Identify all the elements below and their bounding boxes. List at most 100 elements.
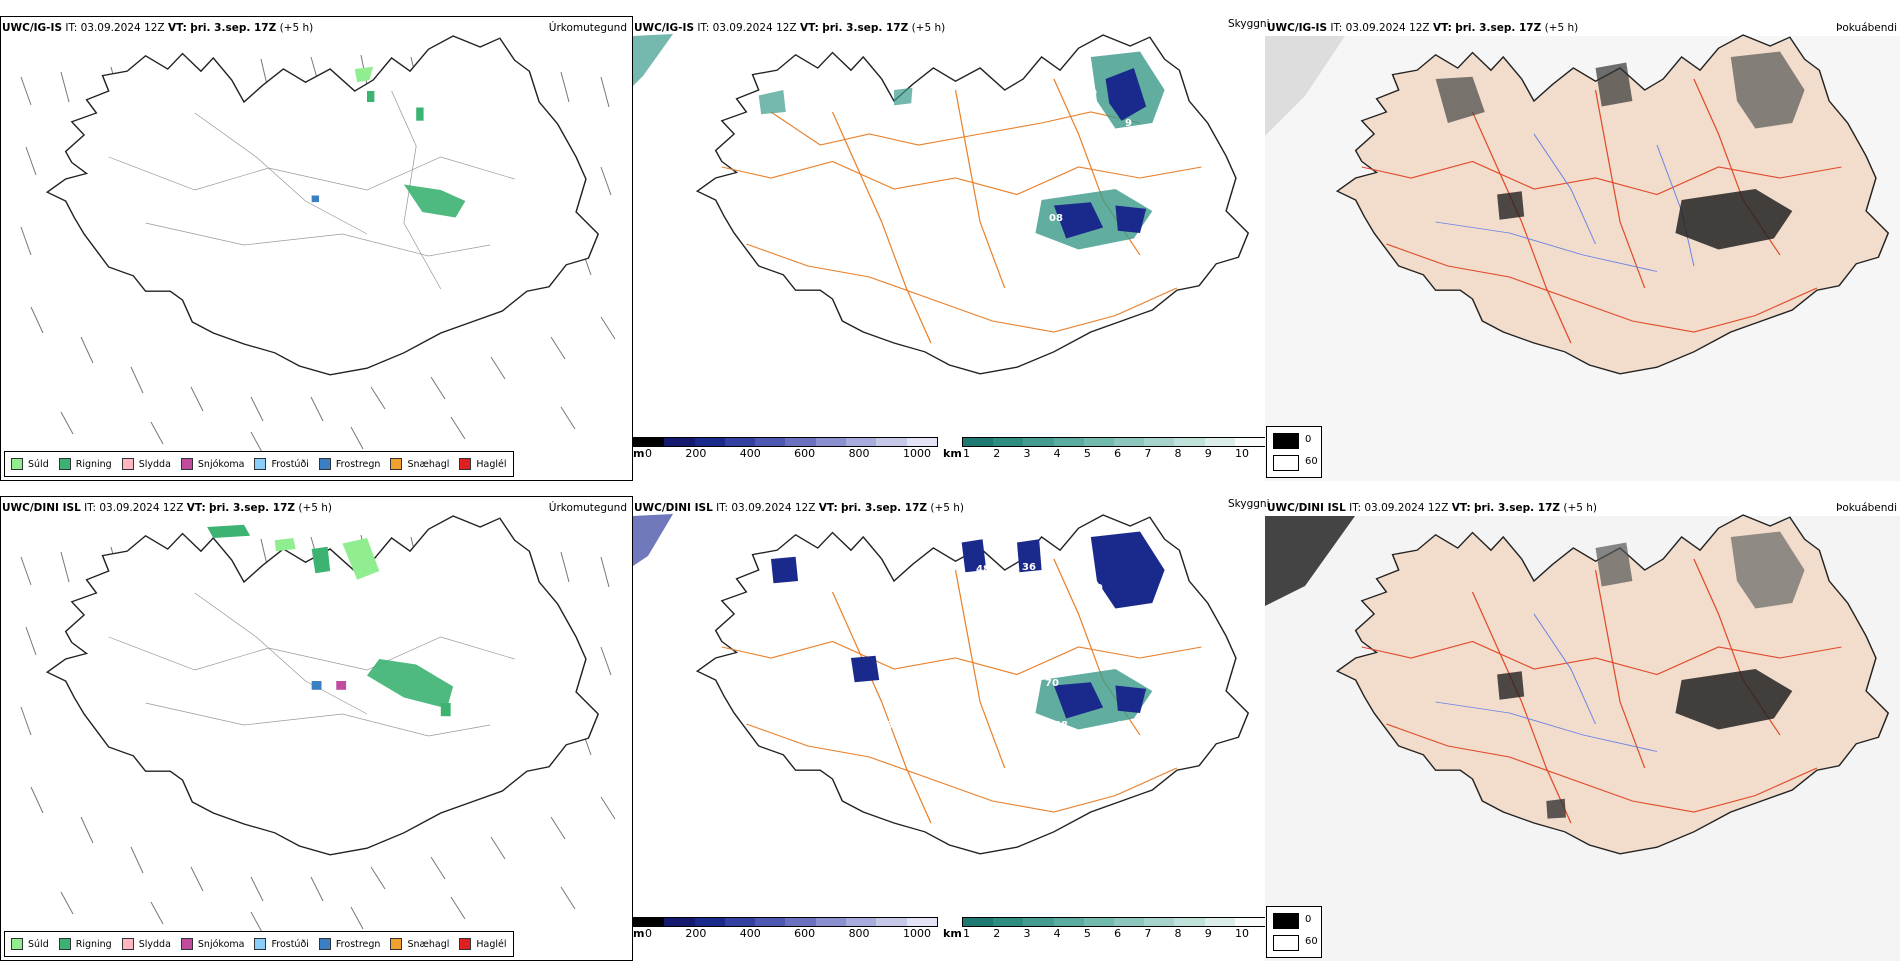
vt-value: þri. 3.sep. 17Z: [209, 502, 295, 514]
header-fog-row2: UWC/DINI ISL IT: 03.09.2024 12Z VT: þri.…: [1267, 502, 1897, 514]
vt-label: VT:: [1432, 22, 1452, 34]
legend-item: Haglél: [459, 458, 507, 470]
header-precip-row1: UWC/IG-IS IT: 03.09.2024 12Z VT: þri. 3.…: [2, 22, 627, 34]
tick-label: 1: [963, 447, 970, 460]
ceiling-label: 89: [941, 700, 955, 711]
fog-light-swatch: [1273, 455, 1299, 471]
legend-swatch: [121, 458, 134, 470]
ceiling-label: 53: [1098, 278, 1112, 289]
tick-label: 5: [1083, 927, 1091, 940]
precip-map: [20, 515, 616, 935]
ceiling-colorbar: [633, 437, 938, 447]
tick-label: 7: [1144, 447, 1152, 460]
fog-light-swatch: [1273, 935, 1299, 951]
tick-label: 2: [993, 927, 1001, 940]
header-fog-row1: UWC/IG-IS IT: 03.09.2024 12Z VT: þri. 3.…: [1267, 22, 1897, 34]
precip-panel-row2: Súld Rigning Slydda Snjókoma Frostúði Fr…: [0, 496, 633, 961]
model-name: UWC/IG-IS: [1267, 22, 1328, 34]
legend-label: Rigning: [75, 458, 112, 470]
model-name: UWC/IG-IS: [2, 22, 63, 34]
legend-item: Frostúði: [254, 938, 309, 950]
fog-light-label: 60: [1305, 936, 1318, 947]
legend-label: Frostregn: [335, 938, 381, 950]
legend-label: Snæhagl: [407, 458, 450, 470]
ceiling-unit: m: [633, 447, 645, 460]
lead-time: (+5 h): [298, 502, 333, 514]
panel-title: Þokuábendi: [1836, 22, 1897, 34]
ceiling-label: 83: [886, 720, 900, 731]
it-value: 03.09.2024 12Z: [731, 502, 816, 514]
legend-item: Snæhagl: [390, 458, 449, 470]
it-value: 03.09.2024 12Z: [1364, 502, 1449, 514]
header-ceiling-row1: UWC/IG-IS IT: 03.09.2024 12Z VT: þri. 3.…: [634, 22, 1264, 34]
ceiling-label: 53: [1016, 262, 1030, 273]
legend-item: Rigning: [58, 458, 112, 470]
tick-label: 400: [739, 927, 761, 940]
tick-label: 8: [1174, 447, 1182, 460]
legend-item: Slydda: [121, 938, 171, 950]
tick-label: 1000: [902, 927, 931, 940]
vis-ticks: 1 2 3 4 5 6 7 8 9 10: [963, 927, 1249, 940]
vt-label: VT:: [818, 502, 838, 514]
it-value: 03.09.2024 12Z: [1345, 22, 1430, 34]
ceiling-label: 44: [1115, 720, 1129, 731]
tick-label: 9: [1204, 927, 1212, 940]
legend-item: Frostregn: [318, 458, 380, 470]
header-ceiling-row2: UWC/DINI ISL IT: 03.09.2024 12Z VT: þri.…: [634, 502, 1264, 514]
ceiling-ticks: 0 200 400 600 800 1000: [645, 927, 931, 940]
legend-item: Snjókoma: [180, 938, 245, 950]
ceiling-map: 48 36 54 39 70 89 83 47 48 44: [633, 514, 1249, 855]
fog-map: [1265, 514, 1900, 961]
ceiling-label: 36: [1022, 562, 1036, 573]
legend-swatch: [254, 458, 267, 470]
ceiling-panel-row1: 80 56 9 08 53 42 44 53: [633, 16, 1266, 481]
legend-item: Snæhagl: [390, 938, 449, 950]
precip-legend: Súld Rigning Slydda Snjókoma Frostúði Fr…: [4, 451, 514, 477]
ceiling-label: 56: [1090, 126, 1104, 137]
tick-label: 200: [685, 927, 707, 940]
legend-item: Frostúði: [254, 458, 309, 470]
precip-panel-row1: Súld Rigning Slydda Snjókoma Frostúði Fr…: [0, 16, 633, 481]
model-name: UWC/DINI ISL: [2, 502, 81, 514]
vt-value: þri. 3.sep. 17Z: [1455, 22, 1542, 34]
ceiling-panel-row2: 48 36 54 39 70 89 83 47 48 44: [633, 496, 1266, 961]
lead-time: (+5 h): [1563, 502, 1598, 514]
legend-label: Snjókoma: [197, 938, 245, 950]
tick-label: 9: [1204, 447, 1212, 460]
fog-dark-label: 0: [1305, 914, 1312, 925]
fog-legend: 0 60: [1266, 426, 1322, 478]
panel-title: Skyggni: [1228, 498, 1270, 510]
fog-panel-row2: 0 60: [1265, 496, 1900, 961]
ceiling-map: 80 56 9 08 53 42 44 53: [633, 34, 1249, 375]
tick-label: 4: [1053, 927, 1061, 940]
tick-label: 4: [1053, 447, 1061, 460]
ceiling-label: 47: [1015, 720, 1029, 731]
legend-swatch: [58, 458, 71, 470]
model-name: UWC/IG-IS: [634, 22, 695, 34]
tick-label: 1000: [902, 447, 931, 460]
fog-map: [1265, 34, 1900, 481]
tick-label: 600: [794, 447, 816, 460]
fog-dark-swatch: [1273, 433, 1299, 449]
it-label: IT:: [1349, 502, 1362, 514]
vt-value: þri. 3.sep. 17Z: [841, 502, 927, 514]
ceiling-label: 48: [976, 564, 990, 575]
panel-title: Þokuábendi: [1836, 502, 1897, 514]
model-name: UWC/DINI ISL: [1267, 502, 1346, 514]
ceiling-label: 70: [1045, 678, 1059, 689]
tick-label: 7: [1144, 927, 1152, 940]
ceiling-label: 9: [1125, 118, 1132, 129]
legend-swatch: [121, 938, 134, 950]
legend-item: Slydda: [121, 458, 171, 470]
fog-dark-swatch: [1273, 913, 1299, 929]
vis-unit: km: [943, 447, 962, 460]
panel-title: Úrkomutegund: [548, 22, 627, 34]
legend-item: Súld: [11, 938, 49, 950]
tick-label: 800: [848, 927, 870, 940]
legend-swatch: [254, 938, 267, 950]
vt-value: þri. 3.sep. 17Z: [1474, 502, 1560, 514]
vt-label: VT:: [186, 502, 206, 514]
legend-label: Slydda: [138, 938, 171, 950]
ceiling-label: 42: [1058, 258, 1072, 269]
tick-label: 400: [739, 447, 761, 460]
